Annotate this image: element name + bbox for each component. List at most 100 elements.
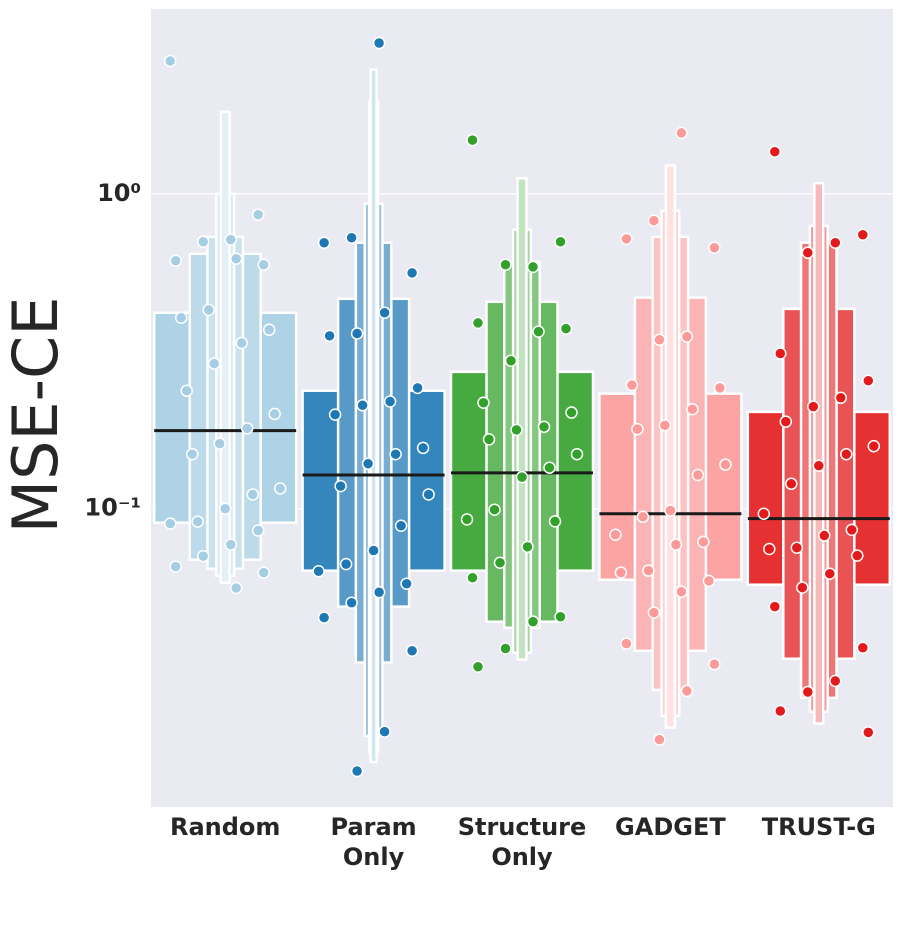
data-point <box>708 657 721 671</box>
data-point <box>796 581 809 594</box>
data-point <box>405 266 419 280</box>
data-point <box>790 541 804 554</box>
data-point <box>273 482 287 495</box>
data-point <box>851 549 864 562</box>
data-point <box>185 447 199 461</box>
data-point <box>642 564 655 577</box>
data-point <box>647 606 661 619</box>
data-point <box>317 236 331 249</box>
data-point <box>383 395 397 408</box>
data-point <box>191 515 204 528</box>
data-point <box>691 468 705 482</box>
data-point <box>823 567 837 580</box>
data-point <box>235 336 248 350</box>
data-point <box>862 726 875 739</box>
y-tick-label: 10⁰ <box>97 179 141 207</box>
data-point <box>224 233 237 246</box>
data-point <box>554 610 567 624</box>
data-point <box>202 303 215 317</box>
data-point <box>625 378 639 392</box>
data-point <box>812 459 826 472</box>
data-point <box>664 504 677 517</box>
data-point <box>356 399 369 412</box>
data-point <box>801 685 815 699</box>
data-point <box>328 408 342 421</box>
data-point <box>763 542 776 556</box>
data-point <box>422 488 435 501</box>
data-point <box>537 420 551 434</box>
data-point <box>174 311 188 324</box>
data-point <box>257 258 270 272</box>
data-point <box>229 581 243 595</box>
data-point <box>680 684 694 698</box>
data-point <box>686 402 699 416</box>
data-point <box>317 611 331 624</box>
data-point <box>653 333 666 346</box>
data-point <box>372 36 386 50</box>
data-point <box>493 556 507 569</box>
data-point <box>466 133 479 147</box>
data-point <box>378 306 391 320</box>
y-tick-label: 10⁻¹ <box>84 494 141 522</box>
data-point <box>620 637 633 650</box>
data-point <box>350 764 364 778</box>
data-point <box>829 674 842 688</box>
x-tick-label: GADGET <box>615 813 726 841</box>
data-point <box>372 586 386 599</box>
data-point <box>361 457 375 470</box>
data-point <box>675 585 688 599</box>
data-point <box>345 231 358 245</box>
data-point <box>532 325 545 338</box>
data-point <box>196 235 210 249</box>
data-point <box>669 538 683 551</box>
data-point <box>367 544 380 557</box>
data-point <box>713 381 727 395</box>
data-point <box>719 458 732 471</box>
data-point <box>515 470 529 484</box>
y-axis-label: MSE-CE <box>0 297 72 534</box>
data-point <box>658 419 672 432</box>
data-point <box>570 447 584 461</box>
data-point <box>504 354 518 368</box>
data-point <box>818 529 831 542</box>
data-point <box>565 406 578 419</box>
data-point <box>768 600 782 613</box>
data-point <box>631 422 644 436</box>
letter-value-box <box>664 164 677 729</box>
letter-value-box <box>369 68 378 764</box>
data-point <box>862 374 875 387</box>
data-point <box>268 407 281 421</box>
data-point <box>207 357 221 370</box>
data-point <box>807 400 820 413</box>
letter-value-box <box>219 110 231 585</box>
letter-value-box <box>813 181 825 725</box>
data-point <box>339 557 353 571</box>
letter-value-box <box>516 177 528 661</box>
data-point <box>856 228 870 242</box>
data-point <box>774 347 787 360</box>
data-point <box>180 384 193 397</box>
data-point <box>240 422 254 435</box>
data-point <box>845 523 859 537</box>
data-point <box>378 725 391 738</box>
data-point <box>482 433 496 446</box>
data-point <box>257 566 270 579</box>
data-point <box>460 513 474 526</box>
data-point <box>394 519 408 533</box>
x-tick-label: Random <box>169 813 281 841</box>
data-point <box>499 642 512 655</box>
data-point <box>251 524 265 537</box>
data-point <box>262 323 276 337</box>
data-point <box>526 615 540 628</box>
data-point <box>224 538 237 551</box>
data-point <box>785 477 798 491</box>
data-point <box>521 540 534 554</box>
data-point <box>636 510 650 524</box>
data-point <box>169 560 182 573</box>
data-point <box>548 515 562 528</box>
data-point <box>389 447 402 461</box>
data-point <box>680 330 694 343</box>
data-point <box>614 566 628 579</box>
